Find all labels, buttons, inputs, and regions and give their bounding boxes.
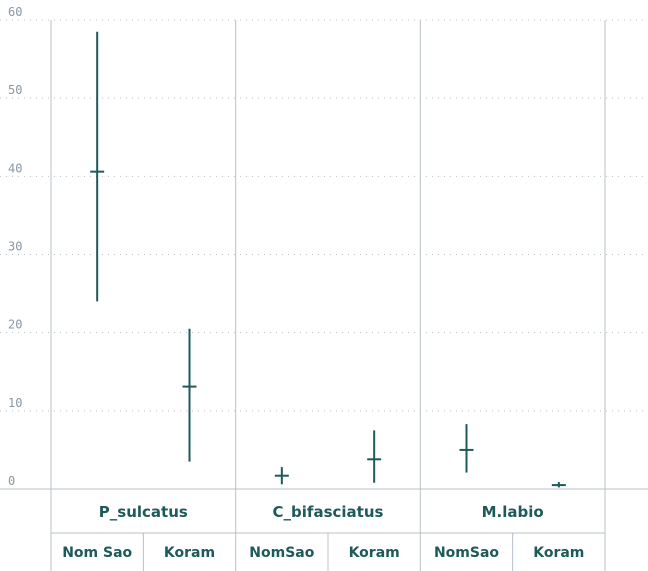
error-bars: [90, 32, 566, 488]
sub-label-0-0: Nom Sao: [62, 545, 132, 561]
y-tick-label-40: 40: [8, 161, 22, 175]
y-tick-label-20: 20: [8, 318, 22, 332]
group-label-2: M.labio: [482, 503, 544, 521]
y-tick-label-10: 10: [8, 396, 22, 410]
group-label-0: P_sulcatus: [99, 503, 188, 521]
group-label-1: C_bifasciatus: [273, 503, 384, 521]
sub-label-1-1: Koram: [349, 545, 400, 561]
y-axis-ticks: 0 10 20 30 40 50 60: [8, 5, 22, 488]
y-tick-label-60: 60: [8, 5, 22, 19]
sub-label-1-0: NomSao: [249, 545, 314, 561]
sub-label-2-0: NomSao: [434, 545, 499, 561]
y-tick-label-50: 50: [8, 83, 22, 97]
sub-label-0-1: Koram: [164, 545, 215, 561]
sub-label-2-1: Koram: [533, 545, 584, 561]
y-tick-label-30: 30: [8, 240, 22, 254]
y-tick-label-0: 0: [8, 474, 15, 488]
x-axis-labels: P_sulcatus Nom Sao Koram C_bifasciatus NomSa…: [62, 503, 584, 561]
